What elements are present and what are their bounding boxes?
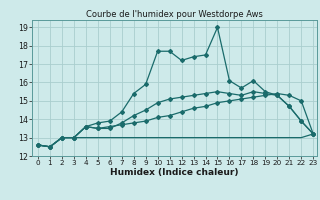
X-axis label: Humidex (Indice chaleur): Humidex (Indice chaleur) (110, 168, 239, 177)
Title: Courbe de l'humidex pour Westdorpe Aws: Courbe de l'humidex pour Westdorpe Aws (86, 10, 263, 19)
